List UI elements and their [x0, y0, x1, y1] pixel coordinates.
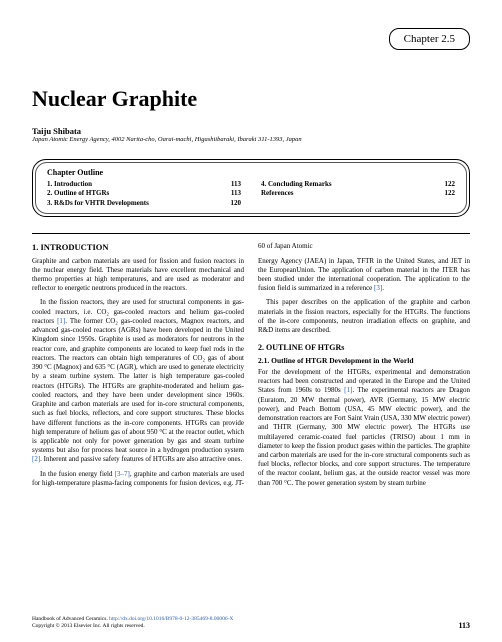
section-subheading: 2.1. Outline of HTGR Development in the … — [258, 356, 470, 366]
outline-item-label: 3. R&Ds for VHTR Developments — [47, 199, 149, 208]
page-title: Nuclear Graphite — [32, 86, 470, 112]
footer-source: Handbook of Advanced Ceramics. — [32, 616, 109, 622]
chapter-badge: Chapter 2.5 — [389, 28, 470, 50]
paragraph: For the development of the HTGRs, experi… — [258, 368, 470, 488]
page-footer: Handbook of Advanced Ceramics. http://dx… — [32, 616, 470, 630]
outline-item-page: 120 — [231, 199, 242, 208]
section-heading-2: 2. OUTLINE OF HTGRs — [258, 343, 470, 354]
outline-col-right: 4. Concluding Remarks 122 References 122 — [261, 180, 455, 208]
outline-item-page: 113 — [231, 189, 241, 198]
citation: [3] — [374, 284, 382, 292]
paragraph: In the fission reactors, they are used f… — [32, 298, 244, 464]
outline-item-label: 1. Introduction — [47, 180, 92, 189]
citation: [3–7] — [115, 470, 130, 478]
outline-item-label: 4. Concluding Remarks — [261, 180, 332, 189]
outline-col-left: 1. Introduction 113 2. Outline of HTGRs 11… — [47, 180, 241, 208]
doi-link[interactable]: http://dx.doi.org/10.1016/B978-0-12-3854… — [109, 616, 233, 622]
outline-item-page: 122 — [445, 180, 456, 189]
chapter-outline-box: Chapter Outline 1. Introduction 113 2. Ou… — [32, 159, 470, 217]
author-affiliation: Japan Atomic Energy Agency, 4002 Narita-… — [32, 136, 470, 143]
outline-item-label: 2. Outline of HTGRs — [47, 189, 109, 198]
outline-heading: Chapter Outline — [47, 168, 455, 177]
footer-copyright: Copyright © 2013 Elsevier Inc. All right… — [32, 623, 233, 630]
citation: [2] — [32, 455, 40, 463]
author-name: Taiju Shibata — [32, 126, 470, 136]
outline-item-page: 122 — [445, 189, 456, 198]
outline-item-page: 113 — [231, 180, 241, 189]
section-rule — [32, 233, 470, 234]
section-heading-1: 1. INTRODUCTION — [32, 242, 244, 253]
paragraph: This paper describes on the application … — [258, 298, 470, 335]
body-columns: 1. INTRODUCTION Graphite and carbon mate… — [32, 242, 470, 490]
outline-item-label: References — [261, 189, 294, 198]
paragraph: Energy Agency (JAEA) in Japan, TFTR in t… — [258, 257, 470, 294]
page-number: 113 — [458, 621, 470, 630]
paragraph: Graphite and carbon materials are used f… — [32, 257, 244, 294]
